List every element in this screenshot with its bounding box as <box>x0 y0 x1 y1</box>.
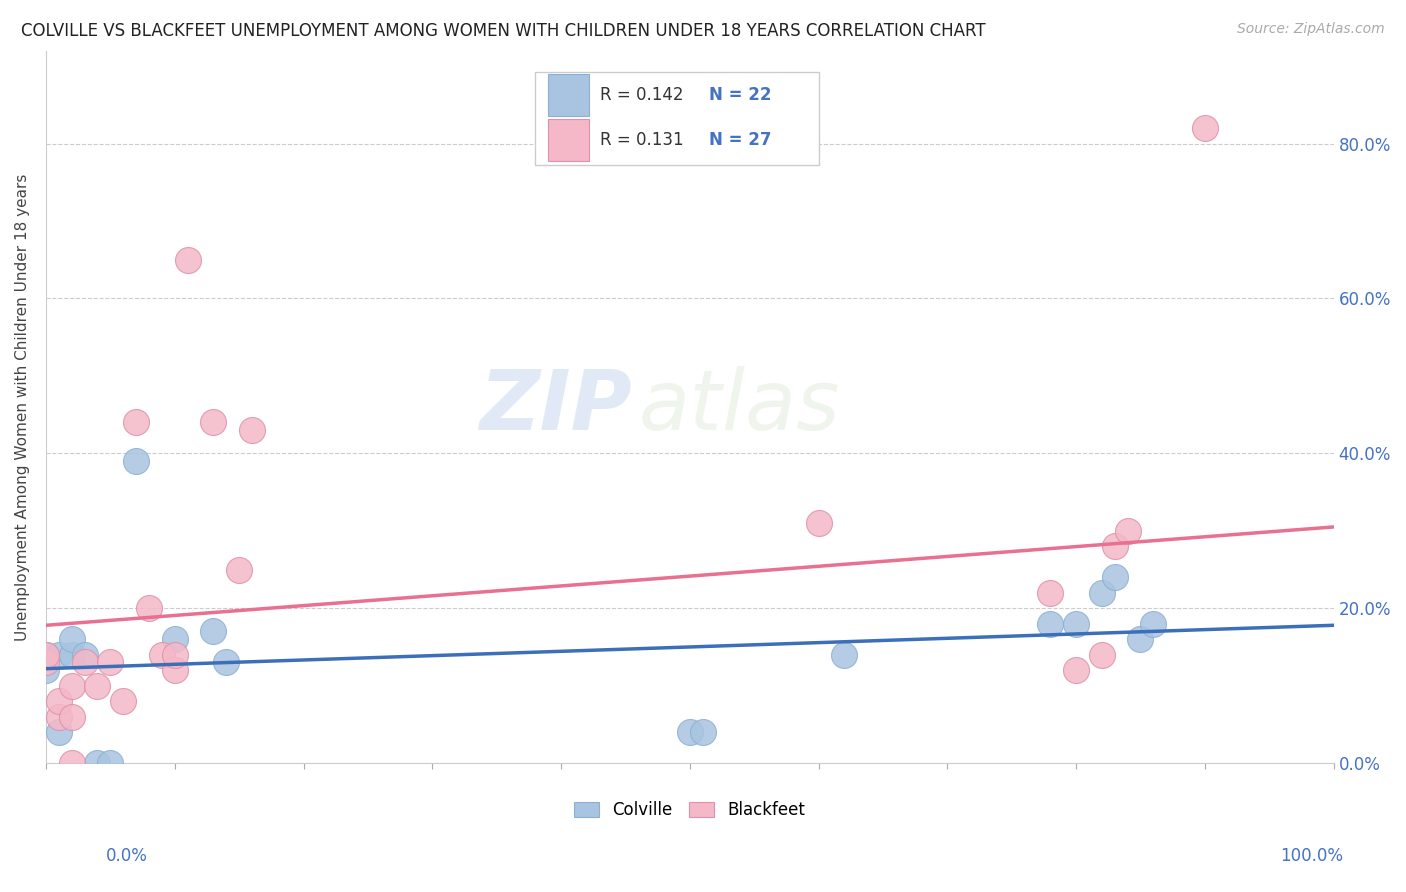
Point <box>35 663 58 677</box>
FancyBboxPatch shape <box>548 74 589 116</box>
Point <box>1116 524 1139 538</box>
Point <box>112 694 135 708</box>
Text: ZIP: ZIP <box>479 367 631 448</box>
Point <box>228 562 250 576</box>
Y-axis label: Unemployment Among Women with Children Under 18 years: Unemployment Among Women with Children U… <box>15 173 30 640</box>
Text: R = 0.131: R = 0.131 <box>600 131 683 149</box>
Point <box>202 416 225 430</box>
Point <box>163 648 186 662</box>
Point <box>98 756 121 771</box>
Point <box>692 725 714 739</box>
Point <box>1064 616 1087 631</box>
Point <box>60 709 83 723</box>
Text: atlas: atlas <box>638 367 839 448</box>
Point <box>60 648 83 662</box>
Point <box>48 694 70 708</box>
Point <box>1129 632 1152 647</box>
Point <box>1064 663 1087 677</box>
Point <box>1104 539 1126 553</box>
Point <box>60 632 83 647</box>
Point <box>1091 648 1114 662</box>
Legend: Colville, Blackfeet: Colville, Blackfeet <box>568 795 813 826</box>
Text: Source: ZipAtlas.com: Source: ZipAtlas.com <box>1237 22 1385 37</box>
Point <box>1104 570 1126 584</box>
Point <box>1091 586 1114 600</box>
Point <box>125 416 148 430</box>
Point <box>98 656 121 670</box>
Point <box>125 454 148 468</box>
Text: N = 22: N = 22 <box>709 86 772 103</box>
Point <box>35 656 58 670</box>
Point <box>35 648 58 662</box>
Point <box>138 601 160 615</box>
Point <box>150 648 173 662</box>
Point <box>73 648 96 662</box>
Point <box>60 756 83 771</box>
Point <box>35 648 58 662</box>
Point <box>86 756 108 771</box>
Point <box>176 252 198 267</box>
Point <box>807 516 830 530</box>
Point <box>834 648 856 662</box>
Point <box>73 656 96 670</box>
Point <box>48 709 70 723</box>
FancyBboxPatch shape <box>536 72 818 165</box>
Point <box>679 725 702 739</box>
Text: N = 27: N = 27 <box>709 131 772 149</box>
Point <box>48 725 70 739</box>
Point <box>48 648 70 662</box>
Point <box>1039 586 1062 600</box>
Point <box>215 656 238 670</box>
Point <box>86 679 108 693</box>
Point <box>202 624 225 639</box>
Point <box>163 663 186 677</box>
Point <box>163 632 186 647</box>
Point <box>240 423 263 437</box>
Text: 100.0%: 100.0% <box>1279 847 1343 865</box>
Point <box>1194 121 1216 136</box>
FancyBboxPatch shape <box>548 119 589 161</box>
Point <box>1142 616 1164 631</box>
Point <box>60 679 83 693</box>
Text: R = 0.142: R = 0.142 <box>600 86 683 103</box>
Text: 0.0%: 0.0% <box>105 847 148 865</box>
Text: COLVILLE VS BLACKFEET UNEMPLOYMENT AMONG WOMEN WITH CHILDREN UNDER 18 YEARS CORR: COLVILLE VS BLACKFEET UNEMPLOYMENT AMONG… <box>21 22 986 40</box>
Point <box>1039 616 1062 631</box>
